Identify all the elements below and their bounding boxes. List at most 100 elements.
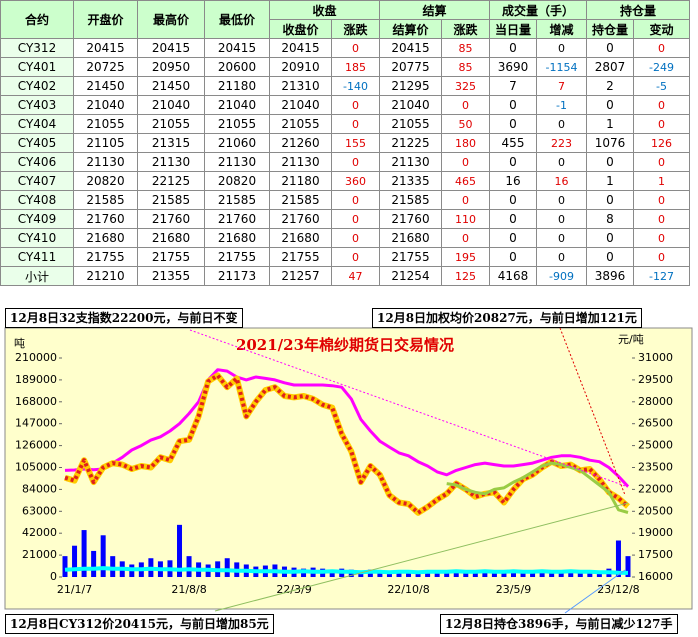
table-cell: 0 <box>489 190 537 210</box>
table-cell: CY406 <box>0 152 74 172</box>
series-line <box>64 368 630 488</box>
table-cell: 21760 <box>137 209 205 229</box>
table-cell: 0 <box>331 209 380 229</box>
quote-table: 合约 开盘价 最高价 最低价 收盘 结算 成交量（手） 持仓量 收盘价 涨跌 结算价 涨跌 当日量 增减持… <box>0 0 690 286</box>
table-cell: 21130 <box>204 152 270 172</box>
header-cell: 收盘 <box>269 0 380 20</box>
volume-bar <box>444 571 450 577</box>
table-cell: 21040 <box>73 95 138 115</box>
table-cell: 4168 <box>489 266 537 286</box>
series-line <box>64 566 629 575</box>
header-row: 合约 开盘价 最高价 最低价 收盘 结算 成交量（手） 持仓量 <box>0 0 690 39</box>
x-tick-label: 21/8/8 <box>171 583 206 596</box>
volume-bar <box>501 570 507 577</box>
table-row: CY406 21130 21130 21130 21130 0 21130 0 0 0 0 0 <box>0 152 690 172</box>
table-cell: 20415 <box>204 38 270 58</box>
volume-bar <box>615 540 621 577</box>
table-cell: 0 <box>331 190 380 210</box>
volume-bar <box>530 571 536 577</box>
table-cell: 21680 <box>73 228 138 248</box>
table-cell: 21755 <box>204 247 270 267</box>
volume-bar <box>434 571 440 577</box>
x-tick-label: 21/1/7 <box>57 583 92 596</box>
x-tick-label: 23/5/9 <box>496 583 531 596</box>
header-cell: 持仓量 <box>586 19 634 39</box>
table-cell: 21315 <box>137 133 205 153</box>
table-cell: 455 <box>489 133 537 153</box>
table-row: CY408 21585 21585 21585 21585 0 21585 0 0 0 0 0 <box>0 190 690 210</box>
table-cell: 2 <box>586 76 634 96</box>
table-cell: 21760 <box>269 209 332 229</box>
table-cell: 0 <box>536 247 587 267</box>
annotation: 12月8日32支指数22200元，与前日不变 <box>5 308 243 328</box>
volume-bar <box>224 558 230 577</box>
header-cell: 当日量 <box>489 19 537 39</box>
table-cell: CY312 <box>0 38 74 58</box>
volume-bar <box>386 571 392 577</box>
table-cell: 325 <box>441 76 490 96</box>
y2-tick-label: 26500 <box>638 417 673 430</box>
table-cell: 0 <box>489 209 537 229</box>
table-cell: 22125 <box>137 171 205 191</box>
table-cell: -909 <box>536 266 587 286</box>
table-cell: 0 <box>633 247 690 267</box>
table-cell: 21760 <box>204 209 270 229</box>
table-cell: 21755 <box>73 247 138 267</box>
y2-tick-label: 22000 <box>638 482 673 495</box>
y-tick-label: 63000 <box>22 504 57 517</box>
table-row: CY405 21105 21315 21060 21260 155 21225 180 455 2… <box>0 133 690 153</box>
volume-bar <box>558 571 564 577</box>
table-cell: 21295 <box>379 76 442 96</box>
table-cell: 21180 <box>204 76 270 96</box>
table-cell: 20775 <box>379 57 442 77</box>
y2-tick-label: 29500 <box>638 373 673 386</box>
table-cell: 20415 <box>73 38 138 58</box>
table-cell: 0 <box>536 38 587 58</box>
table-cell: 0 <box>489 38 537 58</box>
table-cell: 0 <box>633 209 690 229</box>
volume-bar <box>453 570 459 577</box>
table-cell: 21680 <box>269 228 332 248</box>
volume-bar <box>415 571 421 577</box>
table-cell: 1 <box>586 114 634 134</box>
table-cell: CY401 <box>0 57 74 77</box>
volume-bar <box>472 571 478 577</box>
table-cell: 21310 <box>269 76 332 96</box>
header-cell: 持仓量 <box>586 0 690 20</box>
table-cell: 3896 <box>586 266 634 286</box>
table-cell: 50 <box>441 114 490 134</box>
y2-tick-label: 19000 <box>638 526 673 539</box>
table-row: CY404 21055 21055 21055 21055 0 21055 50 0 0 1 0 <box>0 114 690 134</box>
volume-bar <box>110 556 116 577</box>
table-cell: 47 <box>331 266 380 286</box>
table-cell: 20600 <box>204 57 270 77</box>
table-cell: 21680 <box>204 228 270 248</box>
volume-bar <box>539 570 545 577</box>
table-cell: 1076 <box>586 133 634 153</box>
volume-bar <box>81 530 87 577</box>
table-cell: 21680 <box>379 228 442 248</box>
table-cell: 21180 <box>269 171 332 191</box>
table-cell: 0 <box>489 95 537 115</box>
y-tick-label: 126000 <box>15 439 57 452</box>
table-cell: 21335 <box>379 171 442 191</box>
table-cell: 20415 <box>269 38 332 58</box>
y2-tick-label: 17500 <box>638 548 673 561</box>
table-cell: 0 <box>586 190 634 210</box>
price-line <box>64 373 630 515</box>
table-cell: 16 <box>489 171 537 191</box>
annotation: 12月8日加权均价20827元，与前日增加121元 <box>372 308 642 328</box>
table-cell: 85 <box>441 38 490 58</box>
volume-bar <box>549 571 555 577</box>
y-axis-label: 吨 <box>14 337 25 350</box>
volume-bar <box>577 571 583 577</box>
table-cell: 0 <box>633 95 690 115</box>
y-tick-label: 42000 <box>22 526 57 539</box>
table-cell: 0 <box>586 38 634 58</box>
pointer-line <box>189 329 629 488</box>
y-tick-label: 168000 <box>15 395 57 408</box>
table-row: CY407 20820 22125 20820 21180 360 21335 465 16 16… <box>0 171 690 191</box>
table-cell: 21585 <box>73 190 138 210</box>
table-cell: 21760 <box>73 209 138 229</box>
table-cell: 21760 <box>379 209 442 229</box>
